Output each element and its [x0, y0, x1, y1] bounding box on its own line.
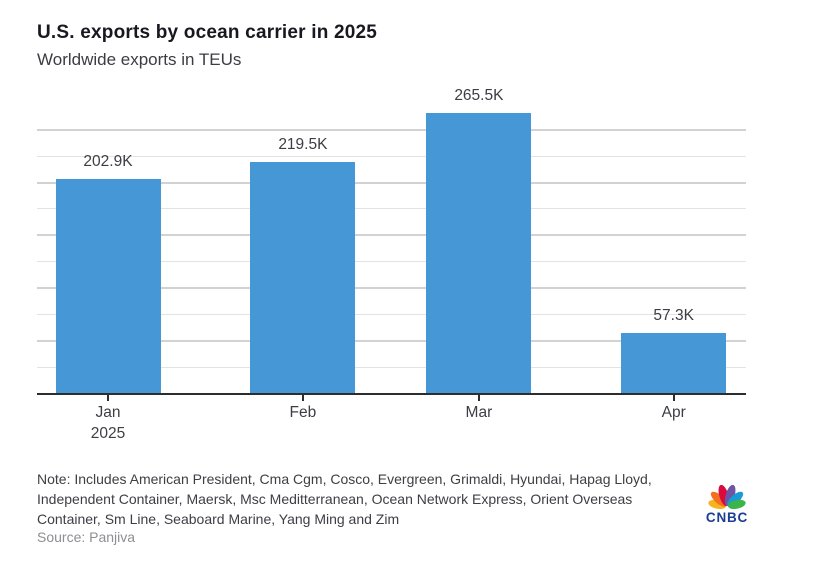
bar-value-label: 219.5K [278, 135, 328, 153]
gridline-225k [37, 155, 746, 157]
gridline-125k [37, 261, 746, 263]
chart-source: Source: Panjiva [37, 529, 136, 545]
gridline-200k [37, 181, 746, 184]
x-axis-label: Feb [238, 403, 368, 424]
cnbc-wordmark: CNBC [706, 510, 748, 525]
gridline-100k [37, 287, 746, 290]
x-axis-label-line: Feb [289, 404, 317, 421]
x-axis-tick [672, 395, 675, 401]
x-axis-label: Apr [609, 403, 739, 424]
gridline-75k [37, 314, 746, 316]
bar-value-label: 57.3K [653, 307, 694, 325]
x-axis-label: Mar [414, 403, 544, 424]
gridline-250k [37, 128, 746, 131]
cnbc-logo: CNBC [706, 485, 748, 525]
x-axis-label: Jan 2025 [43, 403, 173, 444]
chart-note: Note: Includes American President, Cma C… [37, 471, 652, 527]
x-axis-tick [107, 395, 109, 401]
x-axis-tick [301, 395, 304, 401]
gridline-150k [37, 234, 746, 237]
gridline-50k [37, 340, 746, 343]
bar-chart: 202.9K Jan 2025 219.5K Feb 265.5K Mar 57.3K Apr [37, 87, 746, 444]
bar-feb [250, 161, 356, 393]
bar-value-label: 265.5K [454, 87, 504, 105]
peacock-feather-green-icon [727, 499, 746, 510]
x-axis-label-line: 2025 [90, 424, 126, 442]
bar-value-label: 202.9K [83, 153, 133, 171]
bar-jan-2025 [55, 179, 161, 393]
bar-mar [426, 113, 532, 393]
x-axis-label-line: Apr [661, 404, 686, 421]
x-axis-label-line: Mar [465, 404, 493, 421]
x-axis-line [37, 393, 746, 395]
x-axis-tick [477, 395, 480, 401]
bar-apr [621, 333, 727, 393]
x-axis-label-line: Jan [95, 404, 121, 421]
chart-title: U.S. exports by ocean carrier in 2025 [37, 22, 378, 43]
gridline-175k [37, 208, 746, 210]
chart-subtitle: Worldwide exports in TEUs [37, 50, 242, 69]
gridline-25k [37, 367, 746, 369]
